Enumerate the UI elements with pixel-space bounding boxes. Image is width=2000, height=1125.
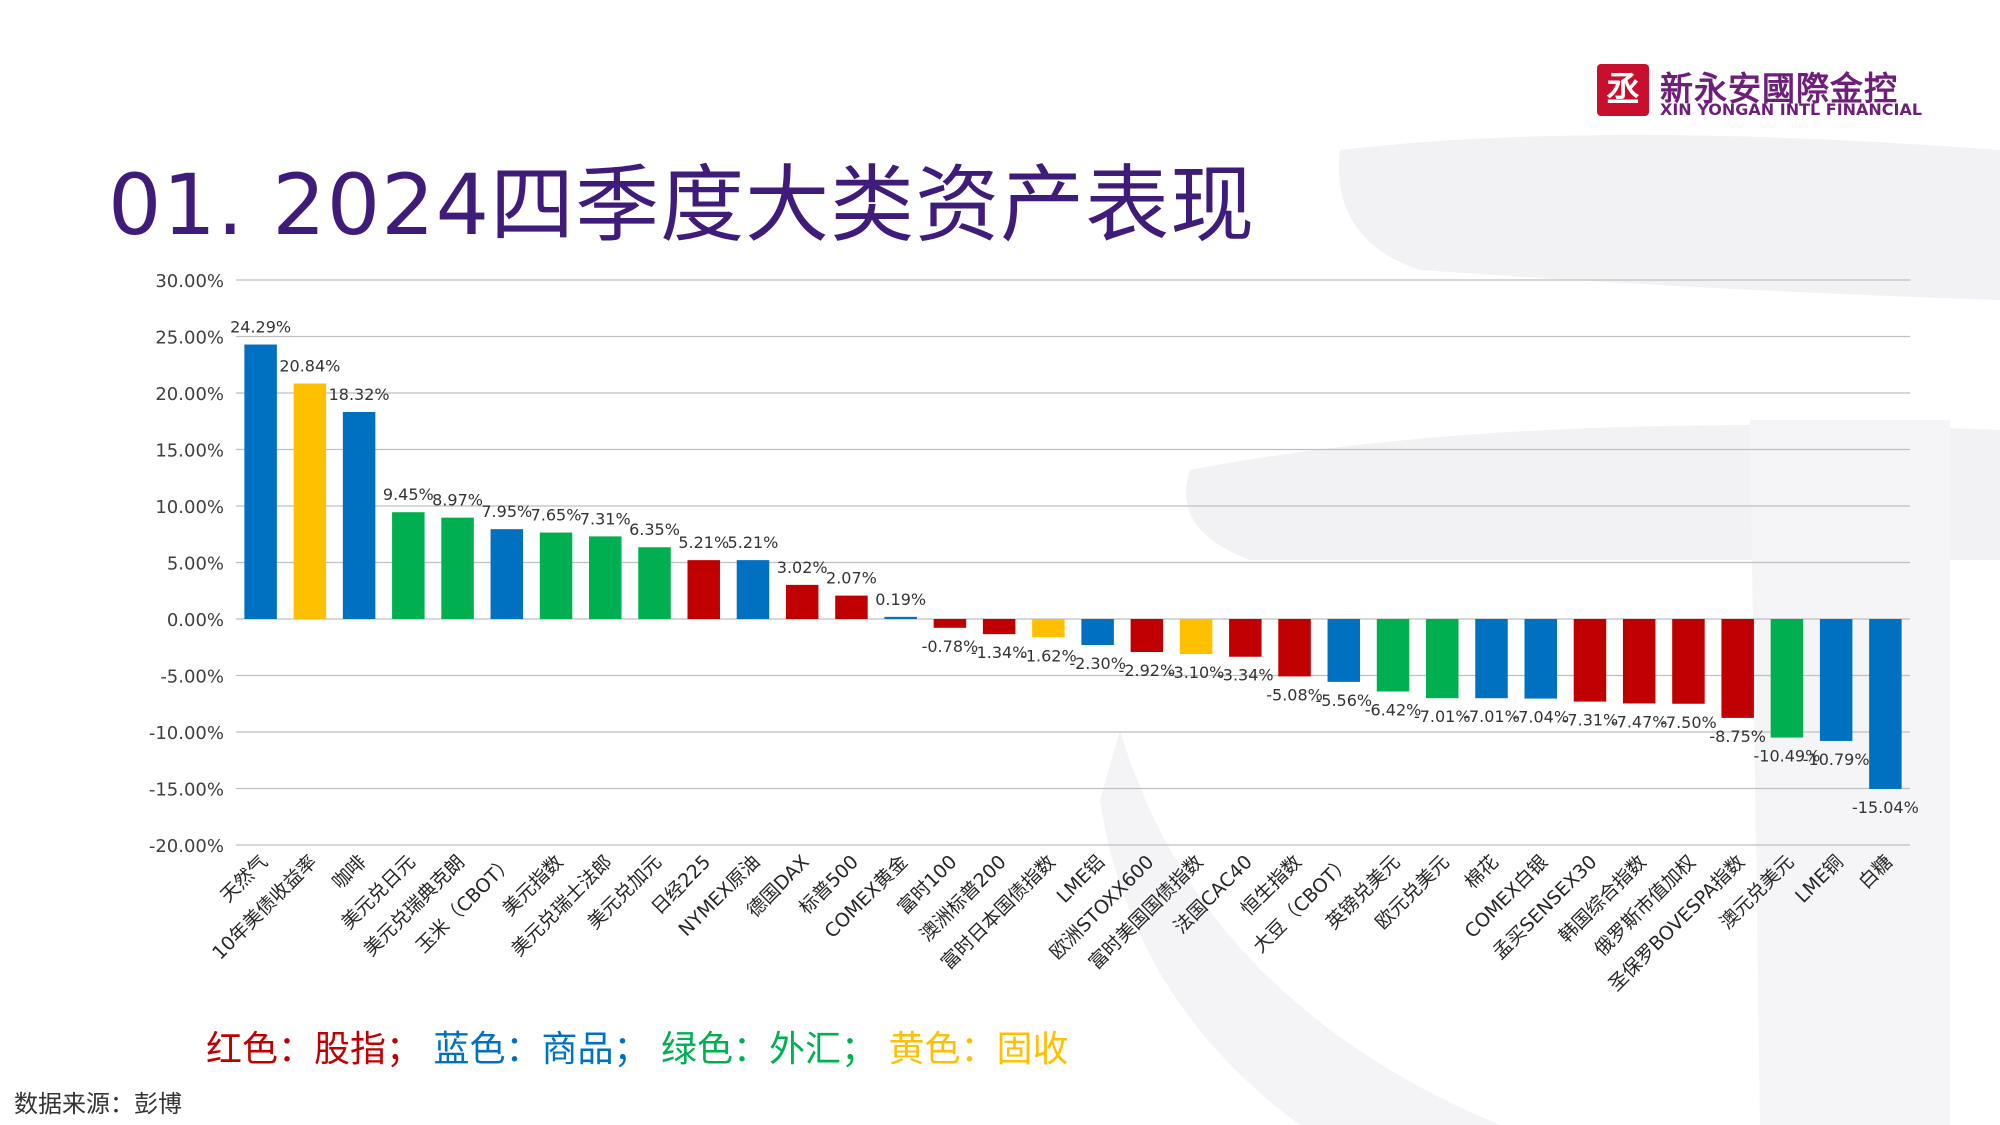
bar bbox=[982, 619, 1016, 635]
bar bbox=[785, 584, 819, 619]
bar bbox=[884, 616, 917, 619]
bar bbox=[1376, 619, 1410, 692]
bar bbox=[244, 344, 277, 619]
page-title: 01. 2024四季度大类资产表现 bbox=[108, 156, 1256, 254]
legend-green: 绿色：外汇 bbox=[660, 1029, 841, 1070]
data-label: -7.31% bbox=[1562, 711, 1619, 730]
legend-separator: ； bbox=[613, 1029, 650, 1070]
asset-class-legend: 红色：股指； 蓝色：商品； 绿色：外汇； 黄色：固收 bbox=[206, 1020, 1068, 1072]
legend-separator: ； bbox=[840, 1029, 877, 1070]
data-label: -10.79% bbox=[1803, 750, 1870, 769]
data-label: 7.31% bbox=[580, 509, 631, 528]
data-label: -8.75% bbox=[1709, 727, 1766, 746]
bar bbox=[1622, 619, 1656, 704]
data-label: 18.32% bbox=[329, 385, 390, 404]
data-label: -7.50% bbox=[1660, 713, 1717, 732]
brand-name-cn: 新永安國際金控 bbox=[1660, 69, 1898, 108]
data-label: -7.04% bbox=[1512, 708, 1569, 727]
data-label: -0.78% bbox=[922, 637, 979, 656]
data-label: -7.47% bbox=[1611, 712, 1668, 731]
bar bbox=[1819, 619, 1853, 741]
data-label: -2.30% bbox=[1069, 654, 1126, 673]
bar bbox=[589, 536, 622, 619]
y-tick-label: 25.00% bbox=[155, 328, 224, 349]
data-label: -10.49% bbox=[1754, 747, 1821, 766]
data-label: 8.97% bbox=[432, 491, 483, 510]
bar bbox=[1179, 619, 1213, 655]
data-label: -3.34% bbox=[1217, 666, 1274, 685]
y-tick-label: -15.00% bbox=[149, 780, 224, 801]
bar bbox=[342, 411, 376, 619]
data-label: 24.29% bbox=[230, 318, 291, 337]
brand-logo: 丞 新永安國際金控 XIN YONGAN INTL FINANCIAL bbox=[1597, 62, 1937, 122]
bar bbox=[441, 517, 474, 619]
y-tick-label: -10.00% bbox=[149, 723, 224, 744]
data-label: -15.04% bbox=[1852, 798, 1919, 817]
data-label: 5.21% bbox=[728, 533, 779, 552]
bar bbox=[687, 560, 720, 619]
data-label: -1.34% bbox=[971, 643, 1028, 662]
bar bbox=[1721, 619, 1754, 718]
y-tick-label: 5.00% bbox=[167, 554, 224, 575]
data-source: 数据来源：彭博 bbox=[14, 1090, 182, 1118]
data-label: -3.10% bbox=[1168, 663, 1225, 682]
x-tick-label: LME铜 bbox=[1791, 851, 1848, 908]
y-tick-label: 20.00% bbox=[155, 384, 224, 405]
bar bbox=[539, 532, 573, 619]
bar bbox=[933, 619, 967, 628]
y-tick-label: -20.00% bbox=[149, 836, 224, 857]
bar bbox=[1524, 619, 1557, 699]
legend-red: 红色：股指 bbox=[206, 1029, 387, 1070]
brand-mark-icon: 丞 bbox=[1597, 64, 1649, 116]
y-tick-label: -5.00% bbox=[160, 667, 224, 688]
data-label: -5.08% bbox=[1266, 685, 1323, 704]
legend-blue: 蓝色：商品 bbox=[433, 1029, 614, 1070]
x-tick-label: 棉花 bbox=[1461, 851, 1503, 893]
bar bbox=[638, 547, 671, 619]
data-label: 7.95% bbox=[481, 502, 532, 521]
bar bbox=[835, 595, 868, 619]
x-tick-label: 咖啡 bbox=[328, 851, 370, 893]
bar bbox=[1573, 619, 1607, 702]
y-tick-label: 30.00% bbox=[155, 271, 224, 292]
bar bbox=[1426, 619, 1459, 699]
y-tick-label: 15.00% bbox=[155, 441, 224, 462]
data-label: -7.01% bbox=[1414, 707, 1471, 726]
bar bbox=[1869, 619, 1902, 789]
bar bbox=[392, 512, 425, 619]
y-tick-label: 10.00% bbox=[155, 497, 224, 518]
bar bbox=[490, 529, 524, 619]
data-label: -1.62% bbox=[1020, 646, 1077, 665]
data-label: 5.21% bbox=[678, 533, 729, 552]
bar bbox=[1672, 619, 1705, 704]
bar bbox=[1475, 619, 1508, 699]
bar bbox=[1229, 619, 1262, 657]
data-label: 9.45% bbox=[383, 485, 434, 504]
legend-separator: ； bbox=[386, 1029, 423, 1070]
data-label: 6.35% bbox=[629, 520, 680, 539]
data-label: 3.02% bbox=[777, 558, 828, 577]
bar bbox=[1278, 619, 1311, 677]
brand-name-en: XIN YONGAN INTL FINANCIAL bbox=[1660, 100, 1923, 119]
data-label: 20.84% bbox=[279, 357, 340, 376]
bar bbox=[1081, 619, 1114, 645]
data-label: 7.65% bbox=[531, 506, 582, 525]
legend-yellow: 黄色：固收 bbox=[888, 1029, 1069, 1070]
x-tick-label: 白糖 bbox=[1854, 851, 1896, 893]
data-label: 0.19% bbox=[875, 590, 926, 609]
bar bbox=[736, 560, 770, 619]
data-label: -2.92% bbox=[1119, 661, 1176, 680]
bar bbox=[293, 383, 327, 619]
y-tick-label: 0.00% bbox=[167, 610, 224, 631]
bar bbox=[1130, 619, 1164, 652]
bar bbox=[1327, 619, 1361, 682]
data-label: -6.42% bbox=[1365, 701, 1422, 720]
data-label: -7.01% bbox=[1463, 707, 1520, 726]
data-label: 2.07% bbox=[826, 569, 877, 588]
bar bbox=[1032, 619, 1065, 638]
data-label: -5.56% bbox=[1315, 691, 1372, 710]
bar bbox=[1770, 619, 1804, 738]
